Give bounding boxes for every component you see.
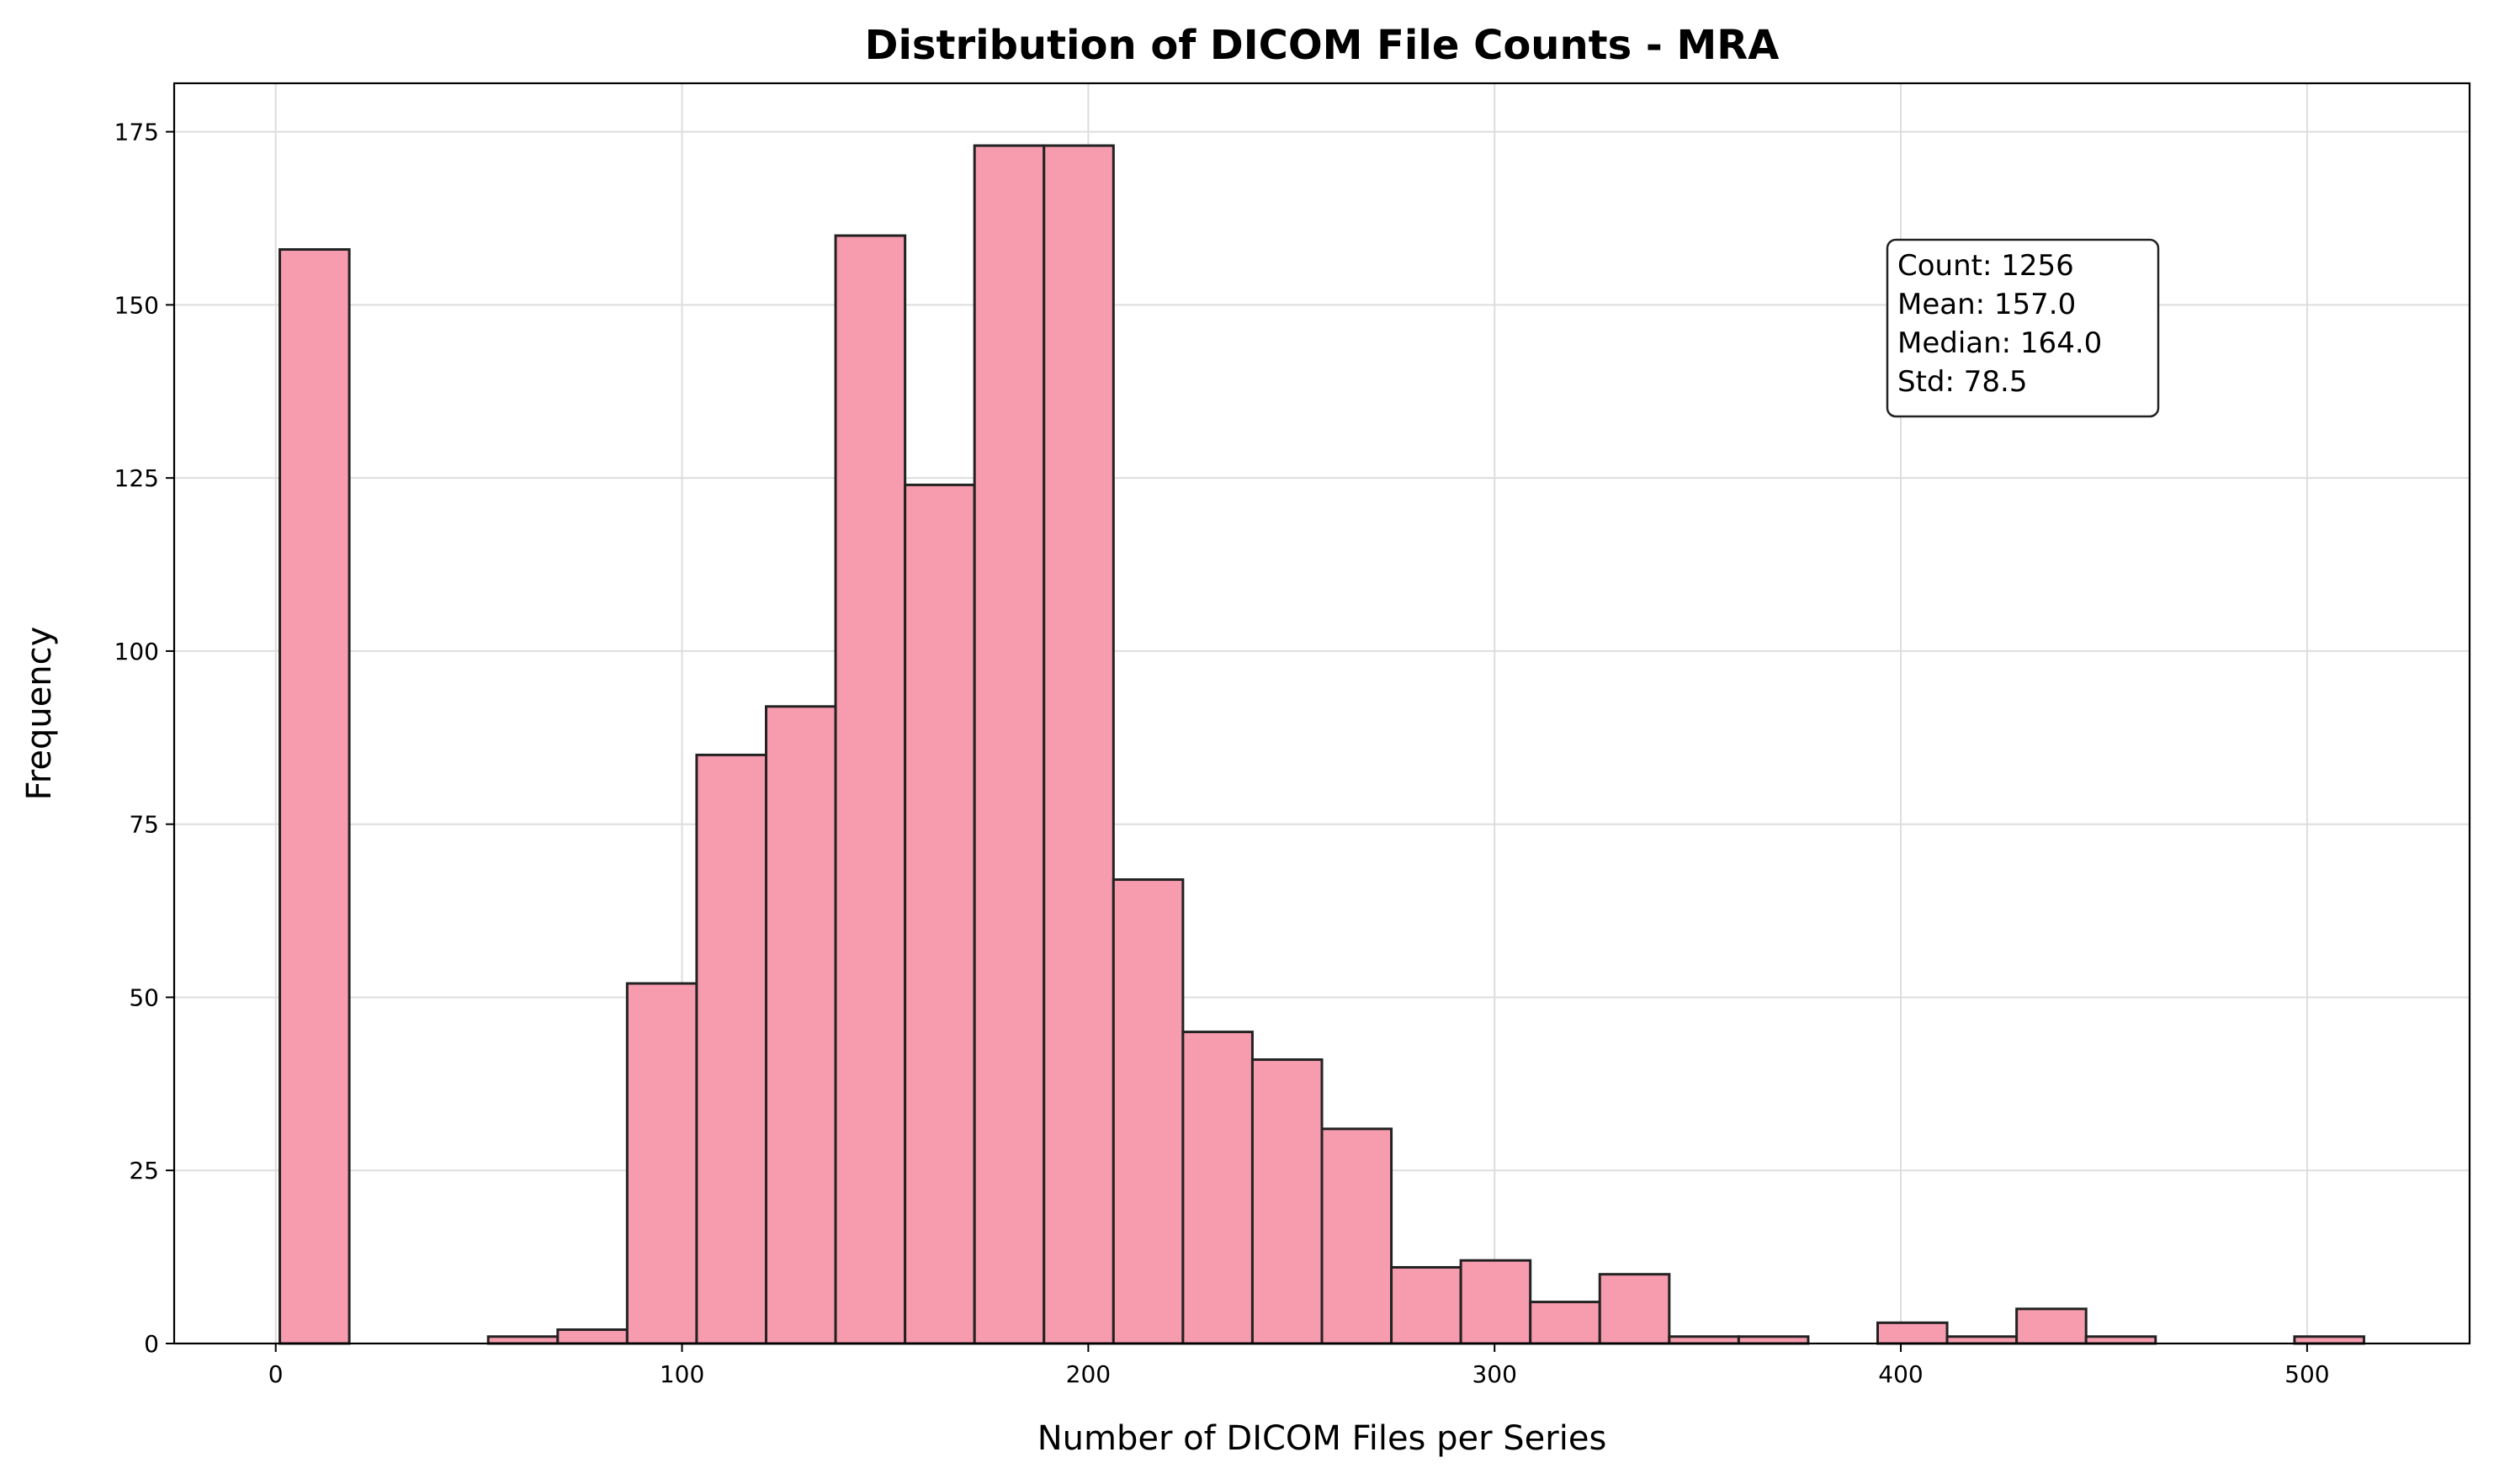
y-tick-label: 150 [114,291,159,319]
histogram-bar [904,483,976,1345]
x-tick-label: 500 [2284,1360,2329,1388]
histogram-bar [1250,1058,1324,1345]
histogram-bar [1529,1301,1601,1345]
histogram-bar [1876,1321,1949,1345]
plot-frame [172,82,2471,1345]
x-tick-label: 300 [1472,1360,1516,1388]
histogram-bar [1945,1335,2019,1345]
x-tick-label: 100 [660,1360,704,1388]
histogram-bar [1112,878,1185,1345]
histogram-bar [973,144,1046,1345]
y-tick-label: 0 [144,1330,159,1358]
y-tick-label: 50 [129,983,159,1011]
stats-std: Std: 78.5 [1897,365,2027,399]
histogram-bar [1737,1335,1810,1345]
histogram-bar [1181,1031,1254,1345]
x-tick-label: 200 [1066,1360,1111,1388]
histogram-bar [1320,1127,1393,1345]
axis-ticks: 0 100 200 300 400 500 0 25 50 75 100 125 150 175 [114,119,2330,1388]
stats-mean: Mean: 157.0 [1897,288,2076,321]
histogram-bar [764,705,837,1345]
histogram-bar [834,234,907,1345]
y-tick-label: 100 [114,638,159,665]
y-tick-label: 175 [114,119,159,146]
histogram-bar [625,982,698,1345]
histogram-bar [1459,1259,1532,1345]
y-tick-label: 125 [114,464,159,492]
stats-median: Median: 164.0 [1897,326,2102,360]
histogram-bar [1668,1335,1740,1345]
histogram-bar [2015,1307,2088,1345]
stats-count: Count: 1256 [1897,249,2074,283]
histogram-bar [695,753,767,1345]
histogram-bar [1043,144,1115,1345]
histogram-bar [1598,1273,1671,1345]
chart-title: Distribution of DICOM File Counts - MRA [865,22,1780,69]
histogram-bar [2293,1335,2365,1345]
stats-annotation: Count: 1256 Mean: 157.0 Median: 164.0 St… [1886,238,2160,418]
y-tick-label: 75 [129,811,159,839]
histogram-bar [486,1335,560,1345]
histogram-bar [279,248,351,1345]
x-axis-label: Number of DICOM Files per Series [1037,1419,1607,1458]
y-axis-label: Frequency [20,627,59,801]
y-tick-label: 25 [129,1157,159,1185]
histogram-bar [1390,1265,1462,1345]
stats-box-background [1886,238,2160,418]
x-tick-label: 0 [268,1360,284,1388]
histogram-bar [2084,1335,2157,1345]
histogram-bar [556,1328,629,1345]
histogram-bars [279,144,2365,1345]
x-tick-label: 400 [1878,1360,1923,1388]
